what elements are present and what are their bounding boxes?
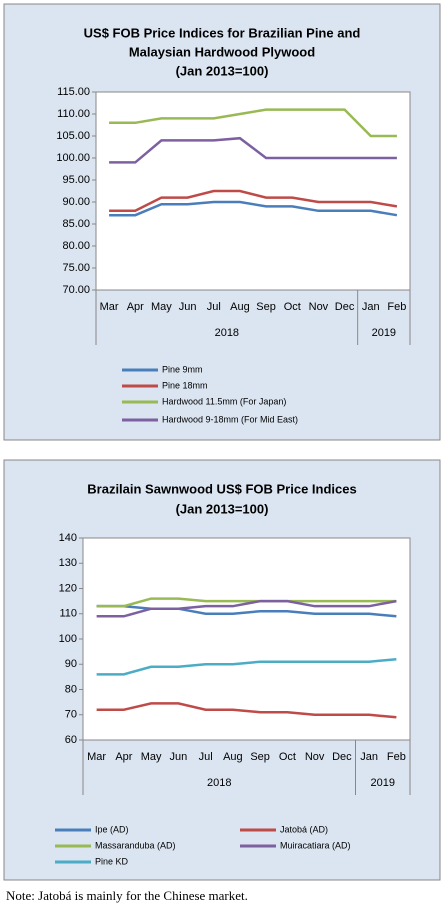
series-line [109, 108, 397, 138]
chart-title: Malaysian Hardwood Plywood [129, 44, 315, 59]
y-tick-label: 130 [59, 557, 77, 569]
legend-label: Pine 9mm [162, 364, 203, 374]
y-tick-label: 110 [59, 608, 77, 620]
y-tick-label: 80.00 [62, 240, 90, 252]
x-group-label: 2019 [372, 327, 396, 339]
series-line [96, 597, 397, 608]
x-tick-label: Nov [305, 751, 325, 763]
series-line [109, 200, 398, 217]
chart-title: Brazilain Sawnwood US$ FOB Price Indices [87, 481, 356, 496]
x-group-label: 2019 [371, 777, 395, 789]
x-tick-label: Oct [284, 301, 301, 313]
x-tick-label: Mar [100, 301, 119, 313]
y-tick-label: 115.00 [57, 86, 90, 98]
x-tick-label: Mar [87, 751, 106, 763]
legend-label: Massaranduba (AD) [95, 840, 176, 850]
y-tick-label: 80 [65, 683, 77, 695]
x-tick-label: May [151, 301, 172, 313]
legend-label: Hardwood 11.5mm (For Japan) [162, 396, 286, 406]
x-group-label: 2018 [207, 777, 231, 789]
x-tick-label: Dec [332, 751, 352, 763]
x-tick-label: Oct [279, 751, 296, 763]
legend-label: Ipe (AD) [95, 824, 129, 834]
y-tick-label: 85.00 [62, 218, 90, 230]
y-tick-label: 140 [59, 532, 77, 544]
series-line [109, 189, 398, 213]
legend-label: Pine 18mm [162, 380, 208, 390]
y-tick-label: 70 [65, 709, 77, 721]
x-tick-label: Jul [199, 751, 213, 763]
y-tick-label: 110.00 [57, 108, 90, 120]
y-tick-label: 100.00 [56, 152, 90, 164]
y-tick-label: 95.00 [62, 174, 90, 186]
y-tick-label: 90.00 [62, 196, 90, 208]
legend-label: Pine KD [95, 856, 129, 866]
y-tick-label: 105.00 [56, 130, 90, 142]
x-tick-label: Jun [170, 751, 188, 763]
x-tick-label: Jun [179, 301, 197, 313]
x-tick-label: Apr [127, 301, 144, 313]
x-tick-label: Dec [335, 301, 355, 313]
note: Note: Jatobá is mainly for the Chinese m… [6, 888, 248, 903]
y-tick-label: 60 [65, 734, 77, 746]
x-group-label: 2018 [215, 327, 239, 339]
series-line [96, 657, 397, 676]
plot-area [82, 537, 411, 741]
legend-label: Muiracatiara (AD) [280, 840, 351, 850]
x-tick-label: Feb [387, 751, 406, 763]
y-tick-label: 100 [59, 633, 77, 645]
legend-label: Jatobá (AD) [280, 824, 328, 834]
y-tick-label: 120 [59, 582, 77, 594]
legend-label: Hardwood 9-18mm (For Mid East) [162, 414, 298, 424]
series-line [109, 136, 397, 164]
series-line [96, 599, 397, 618]
x-tick-label: Nov [309, 301, 329, 313]
x-tick-label: Sep [250, 751, 270, 763]
x-tick-label: Jan [360, 751, 378, 763]
chart-title: US$ FOB Price Indices for Brazilian Pine… [84, 25, 361, 40]
chart-title: (Jan 2013=100) [176, 501, 269, 516]
y-tick-label: 75.00 [62, 262, 90, 274]
x-tick-label: Jan [362, 301, 380, 313]
x-tick-label: Aug [230, 301, 250, 313]
x-tick-label: Jul [207, 301, 221, 313]
series-line [96, 604, 397, 618]
x-tick-label: May [141, 751, 162, 763]
x-tick-label: Sep [256, 301, 276, 313]
y-tick-label: 70.00 [62, 284, 90, 296]
series-line [96, 702, 397, 719]
x-tick-label: Aug [223, 751, 243, 763]
x-tick-label: Apr [115, 751, 132, 763]
x-tick-label: Feb [387, 301, 406, 313]
plot-area [95, 91, 411, 291]
y-tick-label: 90 [65, 658, 77, 670]
chart-title: (Jan 2013=100) [176, 63, 269, 78]
